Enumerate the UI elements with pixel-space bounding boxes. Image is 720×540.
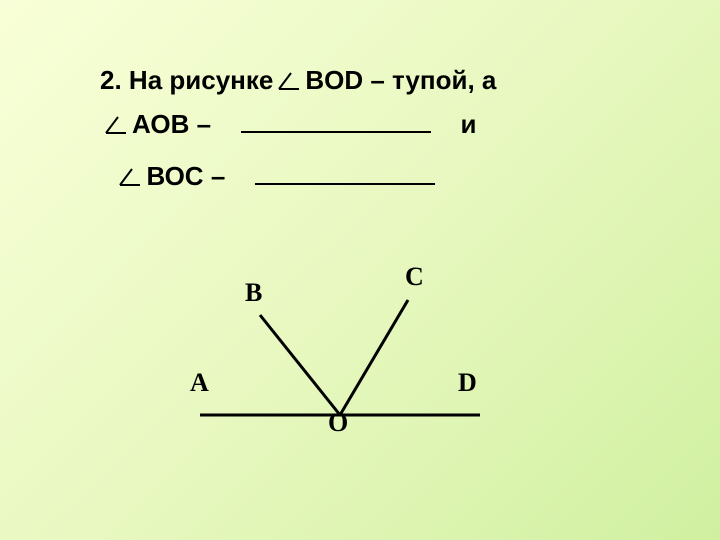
label-c: C: [405, 262, 424, 292]
dash-2: –: [197, 104, 211, 146]
angle-boc: ВОС: [146, 156, 203, 198]
text-prefix: На рисунке: [129, 60, 273, 102]
line-3: ВОС –: [100, 153, 660, 197]
ray-ob: [260, 315, 340, 415]
blank-1: [241, 102, 431, 133]
label-b: B: [245, 278, 262, 308]
angle-icon: [118, 165, 142, 185]
problem-number: 2.: [100, 60, 122, 102]
angle-icon: [104, 113, 128, 133]
label-a: A: [190, 368, 209, 398]
problem-text: 2. На рисунке BOD – тупой, а АОВ – и ВОС…: [100, 60, 660, 197]
conj: и: [460, 104, 476, 146]
angle-aob: АОВ: [132, 104, 189, 146]
angle-icon: [277, 69, 301, 89]
label-d: D: [458, 368, 477, 398]
desc-1: – тупой, а: [370, 60, 496, 102]
line-2: АОВ – и: [100, 102, 660, 146]
angle-diagram: A B C D O: [180, 260, 500, 480]
blank-2: [255, 153, 435, 184]
line-1: 2. На рисунке BOD – тупой, а: [100, 60, 660, 102]
ray-oc: [340, 300, 408, 415]
diagram-svg: [180, 260, 500, 480]
label-o: O: [328, 408, 348, 438]
dash-3: –: [211, 156, 225, 198]
angle-bod: BOD: [305, 60, 363, 102]
